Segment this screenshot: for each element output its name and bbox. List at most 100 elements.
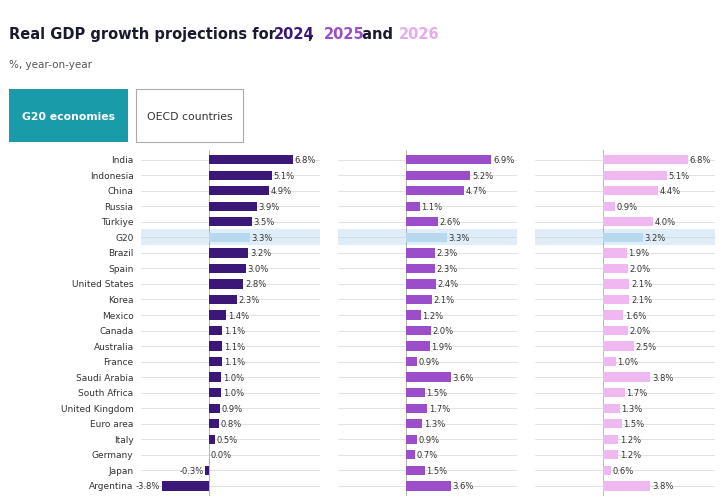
- Text: 1.1%: 1.1%: [421, 202, 443, 211]
- Text: 3.3%: 3.3%: [448, 233, 470, 242]
- Text: 2.0%: 2.0%: [630, 327, 651, 335]
- Bar: [406, 264, 435, 274]
- Text: 1.5%: 1.5%: [426, 466, 448, 475]
- Text: Spain: Spain: [108, 265, 134, 274]
- Text: 2.8%: 2.8%: [245, 280, 266, 289]
- Bar: [162, 481, 209, 490]
- Bar: [604, 280, 630, 289]
- Text: 4.4%: 4.4%: [659, 187, 681, 196]
- Text: 0.8%: 0.8%: [220, 419, 241, 428]
- Bar: [209, 419, 219, 428]
- Text: 4.9%: 4.9%: [271, 187, 292, 196]
- Text: 2.0%: 2.0%: [630, 265, 651, 274]
- Text: 1.7%: 1.7%: [626, 388, 647, 397]
- Bar: [406, 466, 425, 475]
- Bar: [604, 388, 625, 398]
- Bar: [604, 295, 630, 305]
- Bar: [406, 419, 422, 428]
- Text: 2.3%: 2.3%: [239, 296, 260, 305]
- Bar: [406, 311, 421, 320]
- Text: 1.1%: 1.1%: [224, 327, 245, 335]
- Text: Canada: Canada: [100, 327, 134, 335]
- Bar: [604, 342, 635, 351]
- Bar: [209, 187, 269, 196]
- Bar: [209, 171, 272, 180]
- Text: 1.6%: 1.6%: [625, 311, 646, 320]
- Bar: [209, 311, 226, 320]
- Text: Türkiye: Türkiye: [101, 218, 134, 227]
- Text: 3.2%: 3.2%: [250, 249, 271, 258]
- Text: 2.1%: 2.1%: [631, 280, 652, 289]
- Bar: [209, 156, 293, 165]
- Bar: [209, 218, 252, 227]
- Text: 1.1%: 1.1%: [224, 342, 245, 351]
- Text: United States: United States: [72, 280, 134, 289]
- Text: 0.9%: 0.9%: [222, 404, 243, 413]
- Text: and: and: [357, 27, 399, 42]
- Bar: [406, 218, 438, 227]
- Text: 2.1%: 2.1%: [434, 296, 455, 305]
- Bar: [604, 233, 643, 242]
- Bar: [209, 404, 220, 413]
- Bar: [406, 326, 431, 336]
- Bar: [406, 171, 471, 180]
- Bar: [604, 264, 628, 274]
- Bar: [209, 233, 250, 242]
- Text: 1.0%: 1.0%: [617, 357, 638, 366]
- Bar: [209, 264, 246, 274]
- Text: 1.2%: 1.2%: [619, 435, 641, 444]
- Bar: [604, 466, 611, 475]
- Bar: [209, 280, 243, 289]
- Text: 0.9%: 0.9%: [419, 357, 440, 366]
- Bar: [604, 311, 623, 320]
- Text: ,: ,: [308, 27, 318, 42]
- Text: 3.6%: 3.6%: [452, 481, 474, 490]
- Bar: [209, 388, 221, 398]
- Text: 2.4%: 2.4%: [438, 280, 458, 289]
- Bar: [604, 435, 618, 444]
- Bar: [406, 280, 436, 289]
- Text: Real GDP growth projections for: Real GDP growth projections for: [9, 27, 281, 42]
- Text: China: China: [108, 187, 134, 196]
- Bar: [604, 481, 651, 490]
- Text: Australia: Australia: [93, 342, 134, 351]
- Text: 0.9%: 0.9%: [616, 202, 638, 211]
- Text: 3.3%: 3.3%: [251, 233, 272, 242]
- Text: %, year-on-year: %, year-on-year: [9, 60, 92, 70]
- Bar: [141, 230, 320, 246]
- Bar: [604, 373, 651, 382]
- Text: 0.6%: 0.6%: [612, 466, 634, 475]
- Text: 4.7%: 4.7%: [466, 187, 487, 196]
- Text: Euro area: Euro area: [90, 419, 134, 428]
- Text: 1.9%: 1.9%: [628, 249, 650, 258]
- Text: 6.9%: 6.9%: [493, 156, 514, 165]
- Bar: [406, 295, 432, 305]
- Text: 1.5%: 1.5%: [624, 419, 645, 428]
- Text: 1.0%: 1.0%: [222, 388, 244, 397]
- Bar: [406, 435, 417, 444]
- Text: 2.3%: 2.3%: [436, 265, 457, 274]
- Bar: [406, 202, 419, 211]
- Bar: [604, 357, 616, 367]
- Bar: [9, 90, 128, 143]
- Text: 6.8%: 6.8%: [689, 156, 710, 165]
- Text: 3.9%: 3.9%: [258, 202, 279, 211]
- Bar: [406, 357, 417, 367]
- Bar: [406, 373, 451, 382]
- Bar: [406, 187, 464, 196]
- Text: 2025: 2025: [324, 27, 365, 42]
- Text: -0.3%: -0.3%: [179, 466, 204, 475]
- Text: United Kingdom: United Kingdom: [61, 404, 134, 413]
- Bar: [406, 404, 427, 413]
- Text: 3.2%: 3.2%: [645, 233, 666, 242]
- Text: 1.0%: 1.0%: [222, 373, 244, 382]
- Text: 2.0%: 2.0%: [432, 327, 453, 335]
- Bar: [604, 218, 653, 227]
- Text: -3.8%: -3.8%: [136, 481, 160, 490]
- Text: Russia: Russia: [105, 202, 134, 211]
- Bar: [209, 373, 221, 382]
- Bar: [604, 419, 622, 428]
- Text: 1.5%: 1.5%: [426, 388, 448, 397]
- Bar: [209, 248, 248, 258]
- Text: Saudi Arabia: Saudi Arabia: [76, 373, 134, 382]
